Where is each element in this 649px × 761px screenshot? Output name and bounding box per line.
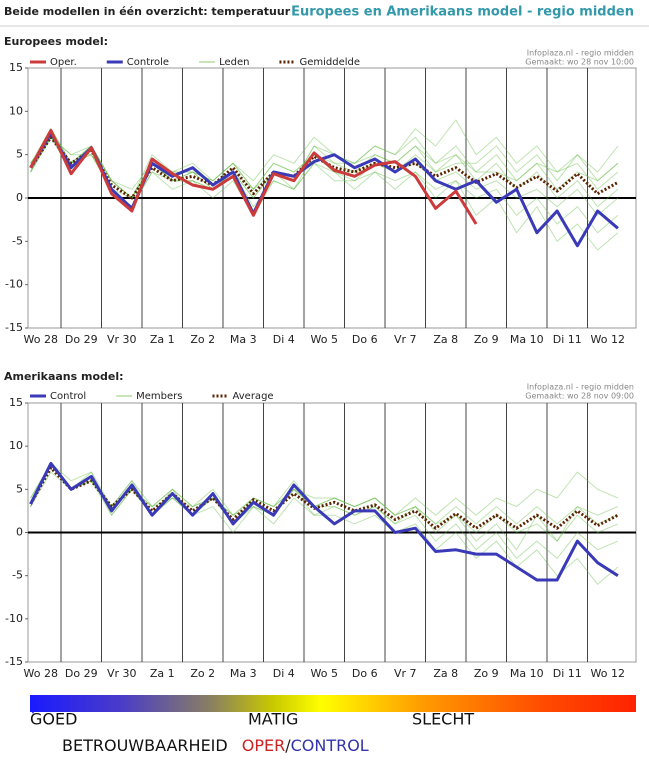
x-tick-label: Zo 9	[474, 333, 499, 346]
y-tick-label: 0	[16, 191, 23, 204]
series-line	[29, 461, 619, 582]
y-tick-label: 5	[16, 482, 23, 495]
x-tick-label: Wo 12	[591, 333, 625, 346]
x-tick-label: Wo 12	[591, 667, 625, 680]
series-line	[29, 128, 478, 225]
x-tick-label: Wo 5	[311, 667, 338, 680]
x-tick-label: Zo 2	[190, 333, 215, 346]
legend-label: Control	[50, 391, 86, 402]
scale-title: BETROUWBAARHEID	[62, 736, 228, 755]
y-tick-label: -10	[5, 612, 23, 625]
x-tick-label: Ma 10	[510, 333, 544, 346]
y-tick-label: -15	[5, 655, 23, 668]
chart-label: Amerikaans model:	[4, 370, 124, 383]
y-tick-label: 15	[9, 396, 23, 409]
x-tick-label: Zo 2	[190, 667, 215, 680]
y-tick-label: 0	[16, 526, 23, 539]
x-tick-label: Vr 7	[394, 667, 417, 680]
x-tick-label: Vr 7	[394, 333, 417, 346]
member-line	[30, 462, 619, 559]
page-subtitle: Europees en Amerikaans model - regio mid…	[291, 5, 634, 20]
y-tick-label: -10	[5, 278, 23, 291]
member-line	[30, 462, 619, 551]
x-tick-label: Za 1	[150, 333, 175, 346]
legend-label: Gemiddelde	[299, 57, 360, 68]
control-label: CONTROL	[291, 736, 369, 755]
x-tick-label: Wo 28	[24, 667, 58, 680]
x-tick-label: Wo 5	[311, 333, 338, 346]
scale-mid: MATIG	[248, 710, 298, 729]
legend-label: Members	[136, 391, 182, 402]
x-tick-label: Ma 3	[230, 667, 257, 680]
x-tick-label: Do 29	[65, 333, 98, 346]
x-tick-label: Vr 30	[107, 667, 137, 680]
x-tick-label: Wo 28	[24, 333, 58, 346]
series-line	[29, 135, 619, 200]
x-tick-label: Ma 10	[510, 667, 544, 680]
x-tick-label: Za 8	[433, 667, 458, 680]
reliability-bar	[30, 695, 636, 712]
legend-label: Average	[233, 391, 274, 402]
y-tick-label: -15	[5, 321, 23, 334]
x-tick-label: Zo 9	[474, 667, 499, 680]
x-tick-label: Di 4	[273, 667, 295, 680]
created: Gemaakt: wo 28 nov 09:00	[525, 392, 634, 401]
x-tick-label: Do 6	[352, 333, 378, 346]
x-tick-label: Za 8	[433, 333, 458, 346]
oper-label: OPER	[242, 736, 285, 755]
x-tick-label: Di 11	[553, 333, 582, 346]
y-tick-label: 10	[9, 104, 23, 117]
x-tick-label: Ma 3	[230, 333, 257, 346]
scale-legend: BETROUWBAARHEID OPER/CONTROL	[62, 736, 369, 755]
x-tick-label: Di 11	[553, 667, 582, 680]
member-line	[30, 462, 619, 516]
y-tick-label: 5	[16, 148, 23, 161]
y-tick-label: 10	[9, 439, 23, 452]
series-line	[29, 466, 619, 530]
marker	[30, 708, 36, 714]
source: Infoplaza.nl - regio midden	[527, 383, 634, 392]
legend-label: Leden	[219, 57, 249, 68]
y-tick-label: -5	[12, 234, 23, 247]
x-tick-label: Vr 30	[107, 333, 137, 346]
source: Infoplaza.nl - regio midden	[527, 49, 634, 58]
created: Gemaakt: wo 28 nov 10:00	[525, 58, 634, 67]
x-tick-label: Di 4	[273, 333, 295, 346]
page-title: Beide modellen in één overzicht: tempera…	[4, 5, 291, 18]
x-tick-label: Za 1	[150, 667, 175, 680]
chart-label: Europees model:	[4, 35, 108, 48]
scale-low: GOED	[30, 710, 77, 729]
y-tick-label: 15	[9, 61, 23, 74]
y-tick-label: -5	[12, 569, 23, 582]
x-tick-label: Do 6	[352, 667, 378, 680]
series-line	[29, 131, 619, 248]
member-line	[30, 119, 619, 190]
scale-high: SLECHT	[412, 710, 474, 729]
x-tick-label: Do 29	[65, 667, 98, 680]
legend-label: Controle	[127, 57, 169, 68]
legend-label: Oper.	[50, 57, 77, 68]
slash: /	[285, 736, 291, 755]
